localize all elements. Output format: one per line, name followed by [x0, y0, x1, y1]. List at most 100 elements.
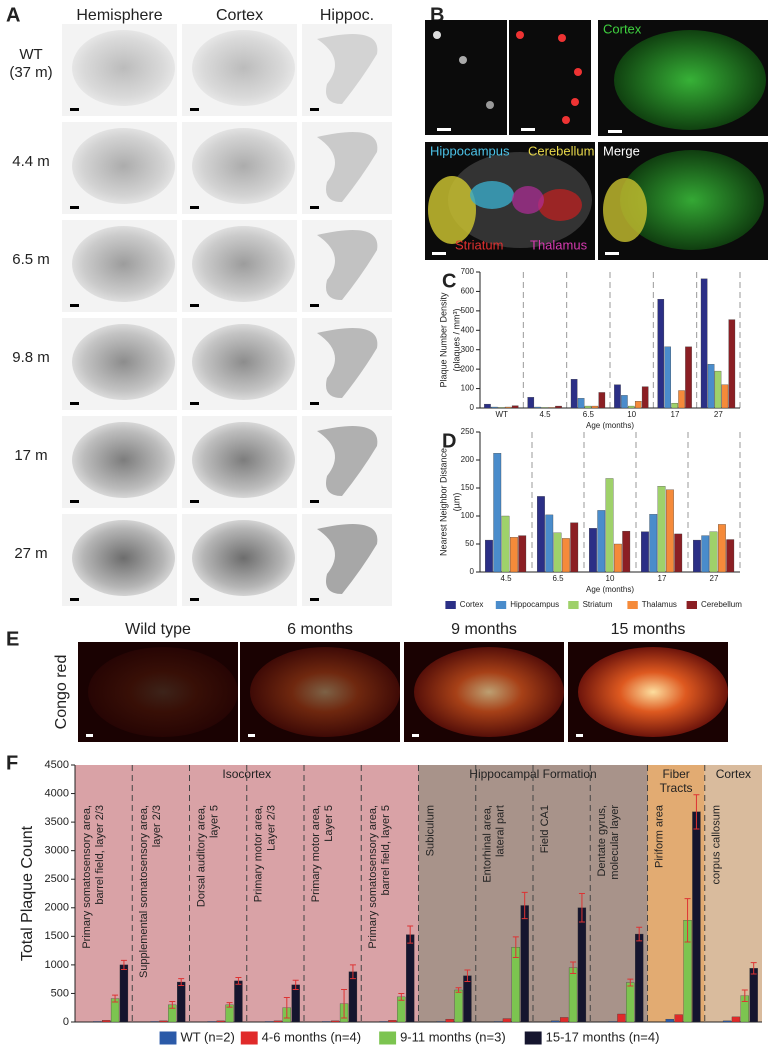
bar: [605, 478, 614, 573]
image-title: 9 months: [451, 621, 517, 638]
scale-bar: [310, 598, 319, 601]
bar: [721, 384, 729, 409]
bar: [570, 522, 579, 573]
brain-image: [192, 30, 295, 106]
scale-bar: [576, 734, 583, 737]
y-tick-label: 600: [461, 287, 475, 296]
region-label: Hippocampus: [430, 143, 510, 158]
bar: [665, 1018, 674, 1023]
bar: [264, 1021, 274, 1023]
error-bar: [636, 926, 643, 942]
y-tick-label: 150: [461, 483, 475, 492]
hippocampus-image: [317, 426, 378, 496]
scale-bar: [70, 108, 79, 111]
column-header: Hemisphere: [76, 7, 162, 24]
image-title: Wild type: [125, 621, 191, 638]
bar: [510, 537, 518, 573]
x-tick-label: 10: [606, 574, 615, 583]
plaque-dot: [433, 31, 441, 39]
category-label: barrel field, layer 5: [380, 805, 392, 896]
bar: [216, 1020, 225, 1023]
category-label: molecular layer: [609, 805, 621, 880]
bar: [722, 1020, 732, 1023]
bar: [664, 346, 671, 409]
bar: [511, 947, 520, 1023]
brain-image: [72, 520, 175, 596]
category-label: Dentate gyrus,: [596, 805, 608, 877]
bar: [617, 1013, 626, 1023]
bar: [502, 1018, 512, 1023]
bar: [584, 405, 592, 409]
bar: [707, 364, 715, 409]
bar: [548, 407, 555, 409]
x-tick-label: 10: [627, 410, 636, 419]
bar: [568, 967, 578, 1023]
bar: [406, 934, 415, 1023]
bar: [273, 1020, 283, 1023]
cerebellum-region: [428, 176, 476, 244]
legend-swatch: [568, 601, 579, 609]
y-tick-label: 2000: [45, 902, 69, 914]
legend-label: 15-17 months (n=4): [546, 1029, 660, 1044]
legend-swatch: [627, 601, 638, 609]
bar: [598, 392, 606, 409]
bar: [562, 538, 570, 573]
legend-swatch: [495, 601, 507, 609]
bar: [379, 1021, 388, 1023]
scale-bar: [310, 304, 319, 307]
bar: [657, 299, 665, 409]
bar: [614, 384, 621, 409]
error-bar: [684, 898, 691, 943]
bar: [518, 535, 527, 573]
bar: [674, 533, 683, 573]
category-label: Primary motor area,: [310, 805, 322, 902]
category-label: Primary somatosensory area,: [81, 805, 93, 949]
y-tick-label: 100: [461, 384, 475, 393]
scale-bar: [70, 598, 79, 601]
brain-image: [72, 30, 175, 106]
bar: [555, 405, 562, 409]
category-label: Layer 2/3: [266, 805, 278, 851]
bar: [666, 489, 674, 573]
image-bg: [509, 20, 591, 135]
category-label: barrel field, layer 2/3: [94, 805, 106, 905]
bar: [553, 532, 562, 573]
error-bar: [283, 996, 290, 1019]
bar: [527, 397, 535, 409]
panel-letter: D: [442, 430, 456, 452]
bar: [749, 968, 758, 1023]
bar: [498, 407, 505, 409]
bar: [718, 524, 726, 573]
merge-image: [620, 150, 764, 250]
bar: [678, 390, 685, 409]
bar: [714, 370, 722, 409]
bar: [693, 539, 701, 573]
bar: [511, 405, 519, 409]
brain-image: [192, 324, 295, 400]
scale-bar: [190, 402, 199, 405]
hippocampus-image: [317, 34, 378, 104]
region-label: Cerebellum: [528, 143, 594, 158]
hippocampus-image: [317, 328, 378, 398]
bar: [491, 406, 498, 409]
error-bar: [512, 936, 519, 958]
y-axis-title: (µm): [451, 493, 461, 512]
bar: [700, 278, 708, 409]
bar: [726, 539, 735, 573]
error-bar: [292, 979, 299, 990]
bar: [570, 379, 578, 409]
legend-label: Hippocampus: [510, 600, 559, 609]
row-label: 9.8 m: [12, 349, 50, 366]
category-label: Primary somatosensory area,: [367, 805, 379, 949]
image-title: 6 months: [287, 621, 353, 638]
category-label: Primary motor area,: [253, 805, 265, 902]
row-label: 4.4 m: [12, 153, 50, 170]
x-axis-title: Age (months): [586, 585, 634, 594]
thalamus-region: [512, 186, 544, 214]
y-tick-label: 0: [63, 1016, 69, 1028]
error-bar: [120, 959, 127, 970]
plaque-dot: [571, 98, 579, 106]
scale-bar: [608, 130, 622, 133]
bar: [641, 386, 649, 409]
bar: [102, 1020, 111, 1023]
